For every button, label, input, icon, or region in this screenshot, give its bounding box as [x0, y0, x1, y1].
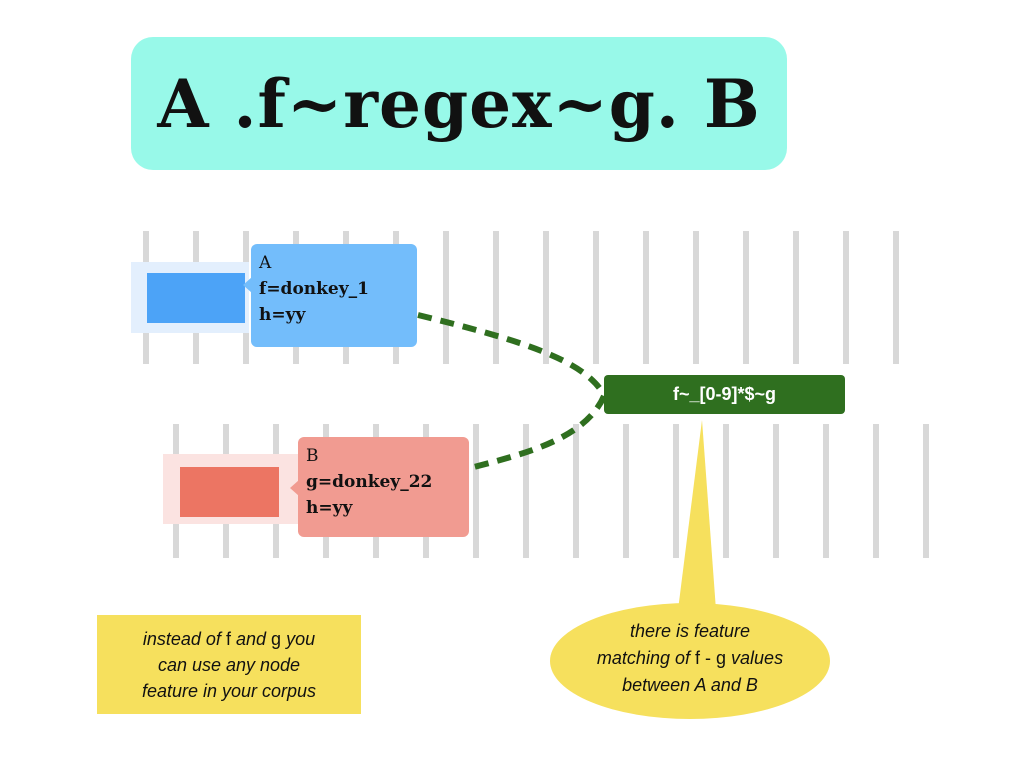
tick — [643, 231, 649, 364]
note-left: instead of f and g you can use any node … — [97, 615, 361, 714]
relation-label: f~_[0-9]*$~g — [672, 384, 777, 404]
bubble-text-part: matching of — [596, 648, 690, 668]
tick — [693, 231, 699, 364]
tick — [793, 231, 799, 364]
tick — [443, 231, 449, 364]
tick — [523, 424, 529, 558]
callout-tail — [678, 420, 716, 610]
tick — [673, 424, 679, 558]
note-left-line2: can use any node — [157, 654, 301, 675]
node-b-feature-h: h=yy — [306, 498, 353, 518]
callout-bubble — [550, 603, 830, 719]
relation-badge: f~_[0-9]*$~g — [604, 375, 845, 414]
tick — [623, 424, 629, 558]
node-a-name: A — [259, 253, 272, 273]
tick — [543, 231, 549, 364]
tick — [473, 424, 479, 558]
tick — [843, 231, 849, 364]
bubble-line1: there is feature — [629, 621, 751, 641]
note-left-g: g — [271, 628, 282, 649]
note-left-line1: instead of f and g you — [142, 626, 316, 652]
tick — [743, 231, 749, 364]
node-b-label: B g=donkey_22 h=yy — [298, 437, 469, 537]
tick — [923, 424, 929, 558]
note-left-text: instead of — [142, 628, 221, 649]
title-text: A .f~regex~g. B — [157, 64, 761, 143]
bubble-text-part: values — [731, 648, 784, 668]
node-b-name: B — [306, 446, 319, 466]
title-banner: A .f~regex~g. B — [131, 37, 787, 170]
tick — [573, 424, 579, 558]
note-left-text: you — [286, 628, 316, 649]
tick — [773, 424, 779, 558]
tick — [723, 424, 729, 558]
tick — [823, 424, 829, 558]
node-a-feature-f: f=donkey_1 — [259, 279, 369, 299]
tick — [493, 231, 499, 364]
node-a-pointer — [243, 277, 252, 293]
bubble-text: there is feature matching of f - g value… — [560, 618, 820, 699]
note-left-line3: feature in your corpus — [141, 680, 317, 701]
node-b-feature-g: g=donkey_22 — [306, 472, 433, 492]
tick — [873, 424, 879, 558]
bubble-line3: between A and B — [622, 675, 758, 695]
tick — [593, 231, 599, 364]
node-a-label: A f=donkey_1 h=yy — [251, 244, 417, 347]
note-left-f: f — [225, 628, 231, 649]
note-left-text: and — [235, 628, 267, 649]
node-b-bar — [180, 467, 279, 517]
edge-a-to-relation — [417, 312, 607, 397]
tick — [893, 231, 899, 364]
bubble-f-g: f - g — [695, 648, 727, 668]
bubble-line2: matching of f - g values — [560, 645, 820, 672]
node-b-pointer — [290, 480, 299, 496]
node-a-bar — [147, 273, 245, 323]
node-a-feature-h: h=yy — [259, 305, 306, 325]
edge-relation-to-b — [469, 394, 607, 471]
